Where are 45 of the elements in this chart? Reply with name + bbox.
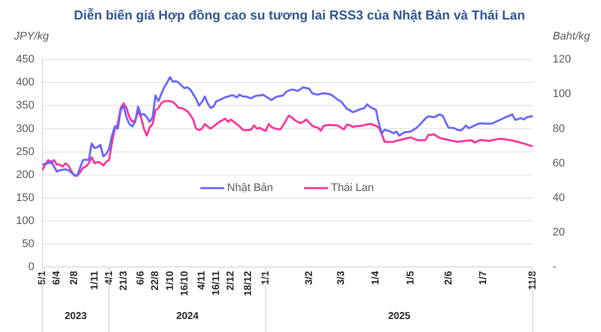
x-tick-label: 16/11: [211, 270, 222, 296]
x-tick-label: 3/2: [304, 270, 316, 285]
text: 2025: [388, 310, 411, 322]
x-tick-label: 1/4: [370, 270, 382, 285]
y-tick-label: 450: [16, 54, 34, 66]
x-tick-label: 1/5: [406, 270, 417, 285]
y2-tick-label: 40: [552, 192, 565, 204]
x-tick-label: 3/3: [336, 270, 347, 285]
text: 2024: [176, 310, 199, 322]
x-tick-label: 2/6: [443, 270, 454, 285]
x-tick-label: 1/7: [478, 270, 490, 285]
legend-label: Nhật Bản: [227, 182, 274, 194]
x-tick-label: 16/10: [179, 270, 190, 296]
x-tick-label: 5/1: [37, 270, 48, 285]
y-tick-label: 0: [28, 261, 34, 274]
x-tick-label: 6/4: [52, 270, 63, 285]
chart-title: Diễn biến giá Hợp đồng cao su tương lai RSS3 của Nhật Bản và Thái Lan: [74, 7, 526, 22]
x-tick-label: 4/11: [196, 270, 208, 290]
x-tick-label: 1/1: [260, 270, 272, 285]
y-tick-label: 200: [16, 168, 34, 181]
y-tick-label: 250: [16, 146, 34, 158]
y2-tick-label: 20: [552, 226, 565, 238]
y2-tick-label: 80: [552, 122, 565, 135]
x-tick-label: 2/12: [226, 270, 237, 290]
y-tick-label: 300: [16, 122, 34, 135]
x-tick-label: 1/10: [164, 270, 176, 290]
text: 2023: [64, 310, 88, 322]
y2-tick-label: -: [552, 261, 557, 274]
x-tick-label: 18/12: [243, 270, 254, 296]
y-tick-label: 100: [16, 214, 34, 227]
y-axis-title: JPY/kg: [13, 30, 50, 43]
x-tick-label: 2/8: [69, 270, 80, 285]
x-tick-label: 22/8: [150, 270, 162, 290]
y-tick-label: 150: [16, 192, 34, 204]
y-tick-label: 350: [16, 100, 34, 112]
legend-label: Thái Lan: [331, 182, 374, 194]
y2-tick-label: 60: [552, 157, 565, 170]
y2-axis-title: Baht/kg: [552, 30, 591, 43]
y-tick-label: 400: [16, 76, 34, 89]
y2-tick-label: 100: [552, 88, 572, 100]
x-tick-label: 6/6: [136, 270, 147, 285]
y-tick-label: 50: [22, 238, 34, 250]
y2-tick-label: 120: [552, 54, 572, 66]
x-tick-label: 1/11: [89, 270, 100, 290]
x-tick-label: 21/3: [118, 270, 130, 290]
